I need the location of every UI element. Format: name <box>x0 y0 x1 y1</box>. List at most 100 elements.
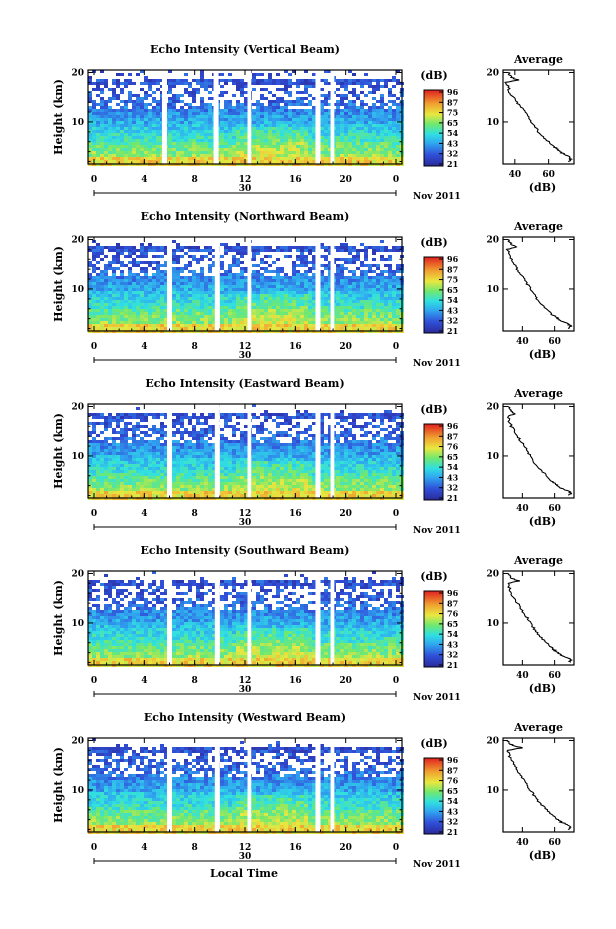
heatmap-cell <box>244 318 248 321</box>
heatmap-cell <box>372 309 376 312</box>
heatmap-cell <box>160 255 164 258</box>
heatmap-cell <box>128 294 132 297</box>
heatmap-cell <box>144 312 148 315</box>
heatmap-cell <box>124 279 128 282</box>
heatmap-cell <box>228 294 232 297</box>
heatmap-cell <box>256 106 260 109</box>
heatmap-cell <box>232 431 236 434</box>
heatmap-cell <box>268 443 272 446</box>
heatmap-cell <box>292 273 296 276</box>
heatmap-cell <box>148 127 152 130</box>
colorbar-tick-label: 75 <box>447 108 458 118</box>
heatmap-cell <box>236 148 240 151</box>
heatmap-cell <box>100 252 104 255</box>
heatmap-cell <box>252 309 256 312</box>
heatmap-cell <box>396 318 400 321</box>
heatmap-cell <box>364 109 368 112</box>
heatmap-cell <box>160 300 164 303</box>
heatmap-cell <box>328 327 332 330</box>
heatmap-cell <box>152 446 156 449</box>
heatmap-cell <box>92 106 96 109</box>
heatmap-cell <box>196 312 200 315</box>
heatmap-cell <box>108 160 112 163</box>
heatmap-cell <box>116 291 120 294</box>
heatmap-cell <box>116 321 120 324</box>
heatmap-cell <box>160 285 164 288</box>
heatmap-cell <box>208 443 212 446</box>
heatmap-cell <box>268 303 272 306</box>
heatmap-cell <box>284 431 288 434</box>
heatmap-cell <box>264 124 268 127</box>
heatmap-cell <box>292 270 296 273</box>
heatmap-cell <box>140 115 144 118</box>
heatmap-cell <box>368 160 372 163</box>
heatmap-cell <box>160 446 164 449</box>
heatmap-cell <box>228 121 232 124</box>
heatmap-cell <box>208 133 212 136</box>
heatmap-cell <box>144 449 148 452</box>
heatmap-cell <box>252 270 256 273</box>
heatmap-cell <box>372 321 376 324</box>
heatmap-cell <box>356 443 360 446</box>
heatmap-cell <box>100 327 104 330</box>
heatmap-cell <box>244 294 248 297</box>
heatmap-cell <box>108 318 112 321</box>
heatmap-cell <box>344 148 348 151</box>
heatmap-cell <box>236 443 240 446</box>
heatmap-cell <box>132 327 136 330</box>
heatmap-cell <box>232 148 236 151</box>
heatmap-cell <box>344 139 348 142</box>
heatmap-cell <box>188 103 192 106</box>
heatmap-cell <box>368 91 372 94</box>
heatmap-cell <box>140 261 144 264</box>
heatmap-cell <box>128 282 132 285</box>
heatmap-cell <box>252 404 256 407</box>
heatmap-cell <box>124 297 128 300</box>
heatmap-cell <box>280 124 284 127</box>
heatmap-cell <box>268 416 272 419</box>
heatmap-cell <box>396 127 400 130</box>
heatmap-cell <box>308 291 312 294</box>
heatmap-cell <box>188 136 192 139</box>
heatmap-cell <box>172 294 176 297</box>
heatmap-cell <box>284 145 288 148</box>
heatmap-cell <box>376 321 380 324</box>
heatmap-cell <box>176 94 180 97</box>
heatmap-cell <box>384 327 388 330</box>
heatmap-cell <box>352 327 356 330</box>
heatmap-cell <box>92 431 96 434</box>
heatmap-cell <box>260 297 264 300</box>
heatmap-cell <box>348 130 352 133</box>
heatmap-cell <box>272 300 276 303</box>
heatmap-cell <box>328 434 332 437</box>
heatmap-cell <box>196 422 200 425</box>
heatmap-cell <box>96 324 100 327</box>
heatmap-cell <box>148 112 152 115</box>
heatmap-cell <box>368 294 372 297</box>
heatmap-cell <box>376 288 380 291</box>
heatmap-cell <box>124 422 128 425</box>
heatmap-cell <box>124 112 128 115</box>
heatmap-cell <box>312 267 316 270</box>
heatmap-cell <box>392 148 396 151</box>
heatmap-cell <box>192 437 196 440</box>
heatmap-cell <box>256 118 260 121</box>
heatmap-cell <box>184 130 188 133</box>
heatmap-cell <box>336 142 340 145</box>
heatmap-cell <box>376 285 380 288</box>
heatmap-cell <box>272 249 276 252</box>
heatmap-cell <box>300 118 304 121</box>
heatmap-cell <box>132 106 136 109</box>
heatmap-cell <box>304 416 308 419</box>
heatmap-cell <box>108 306 112 309</box>
heatmap-cell <box>188 419 192 422</box>
heatmap-cell <box>112 154 116 157</box>
heatmap-cell <box>192 428 196 431</box>
heatmap-cell <box>384 321 388 324</box>
heatmap-cell <box>252 285 256 288</box>
month-label: Nov 2011 <box>413 359 461 369</box>
heatmap-cell <box>144 327 148 330</box>
heatmap-cell <box>100 282 104 285</box>
heatmap-cell <box>252 258 256 261</box>
heatmap-cell <box>120 73 124 76</box>
